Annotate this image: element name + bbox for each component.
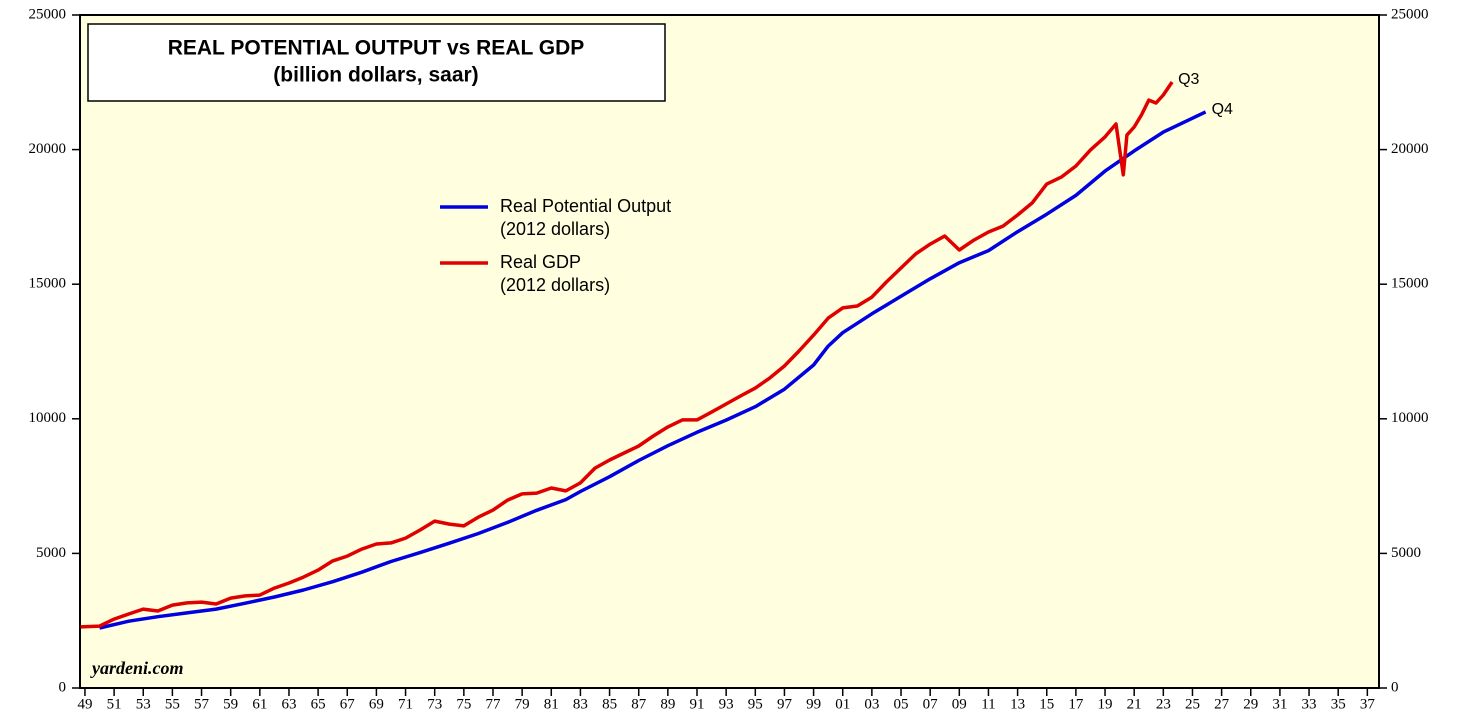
y-tick-label: 0 xyxy=(59,679,67,695)
x-tick-label: 89 xyxy=(660,696,675,712)
x-tick-label: 13 xyxy=(1010,696,1025,712)
title-box xyxy=(87,23,666,102)
x-tick-label: 71 xyxy=(398,696,413,712)
x-tick-label: 11 xyxy=(981,696,995,712)
x-tick-label: 05 xyxy=(894,696,909,712)
y-tick-label: 5000 xyxy=(36,545,66,561)
y2-tick-label: 5000 xyxy=(1391,545,1421,561)
x-tick-label: 17 xyxy=(1068,696,1084,712)
chart-subtitle: (billion dollars, saar) xyxy=(273,64,478,87)
x-tick-label: 73 xyxy=(427,696,442,712)
end-label: Q4 xyxy=(1212,101,1233,118)
y2-tick-label: 0 xyxy=(1391,679,1399,695)
x-tick-label: 85 xyxy=(602,696,617,712)
x-tick-label: 37 xyxy=(1360,696,1376,712)
x-tick-label: 07 xyxy=(923,696,939,712)
source: yardeni.com xyxy=(90,658,184,678)
x-tick-label: 01 xyxy=(835,696,850,712)
x-tick-label: 23 xyxy=(1156,696,1171,712)
y2-tick-label: 20000 xyxy=(1391,141,1429,157)
series-line xyxy=(80,81,1174,629)
x-tick-label: 65 xyxy=(311,696,326,712)
x-tick-label: 35 xyxy=(1331,696,1346,712)
y2-tick-label: 25000 xyxy=(1391,6,1429,22)
x-tick-label: 15 xyxy=(1039,696,1054,712)
plot-area xyxy=(79,14,1380,689)
x-tick-label: 53 xyxy=(136,696,151,712)
x-tick-label: 67 xyxy=(340,696,356,712)
x-tick-label: 29 xyxy=(1243,696,1258,712)
x-tick-label: 31 xyxy=(1272,696,1287,712)
x-tick-label: 21 xyxy=(1127,696,1142,712)
x-tick-label: 27 xyxy=(1214,696,1230,712)
x-tick-label: 49 xyxy=(77,696,92,712)
legend-label: Real Potential Output xyxy=(500,196,671,216)
x-tick-label: 93 xyxy=(719,696,734,712)
x-tick-label: 09 xyxy=(952,696,967,712)
series-line xyxy=(99,110,1207,630)
end-label: Q3 xyxy=(1178,71,1199,88)
x-tick-label: 77 xyxy=(485,696,501,712)
x-tick-label: 95 xyxy=(748,696,763,712)
x-tick-label: 63 xyxy=(281,696,296,712)
x-tick-label: 79 xyxy=(515,696,530,712)
legend-note: (2012 dollars) xyxy=(500,219,610,239)
x-tick-label: 75 xyxy=(456,696,471,712)
x-tick-label: 97 xyxy=(777,696,793,712)
x-tick-label: 59 xyxy=(223,696,238,712)
x-tick-label: 99 xyxy=(806,696,821,712)
x-tick-label: 25 xyxy=(1185,696,1200,712)
x-tick-label: 03 xyxy=(864,696,879,712)
chart-title: REAL POTENTIAL OUTPUT vs REAL GDP xyxy=(168,37,585,60)
x-tick-label: 83 xyxy=(573,696,588,712)
legend-label: Real GDP xyxy=(500,252,581,272)
y2-tick-label: 15000 xyxy=(1391,276,1429,292)
y-tick-label: 10000 xyxy=(29,410,67,426)
x-tick-label: 57 xyxy=(194,696,210,712)
x-tick-label: 87 xyxy=(631,696,647,712)
x-tick-label: 69 xyxy=(369,696,384,712)
x-tick-label: 55 xyxy=(165,696,180,712)
y-tick-label: 20000 xyxy=(29,141,67,157)
x-tick-label: 33 xyxy=(1302,696,1317,712)
y2-tick-label: 10000 xyxy=(1391,410,1429,426)
y-tick-label: 15000 xyxy=(29,276,67,292)
legend-note: (2012 dollars) xyxy=(500,275,610,295)
x-tick-label: 91 xyxy=(690,696,705,712)
x-tick-label: 19 xyxy=(1098,696,1113,712)
x-tick-label: 81 xyxy=(544,696,559,712)
y-tick-label: 25000 xyxy=(29,6,67,22)
x-tick-label: 51 xyxy=(107,696,122,712)
x-tick-label: 61 xyxy=(252,696,267,712)
